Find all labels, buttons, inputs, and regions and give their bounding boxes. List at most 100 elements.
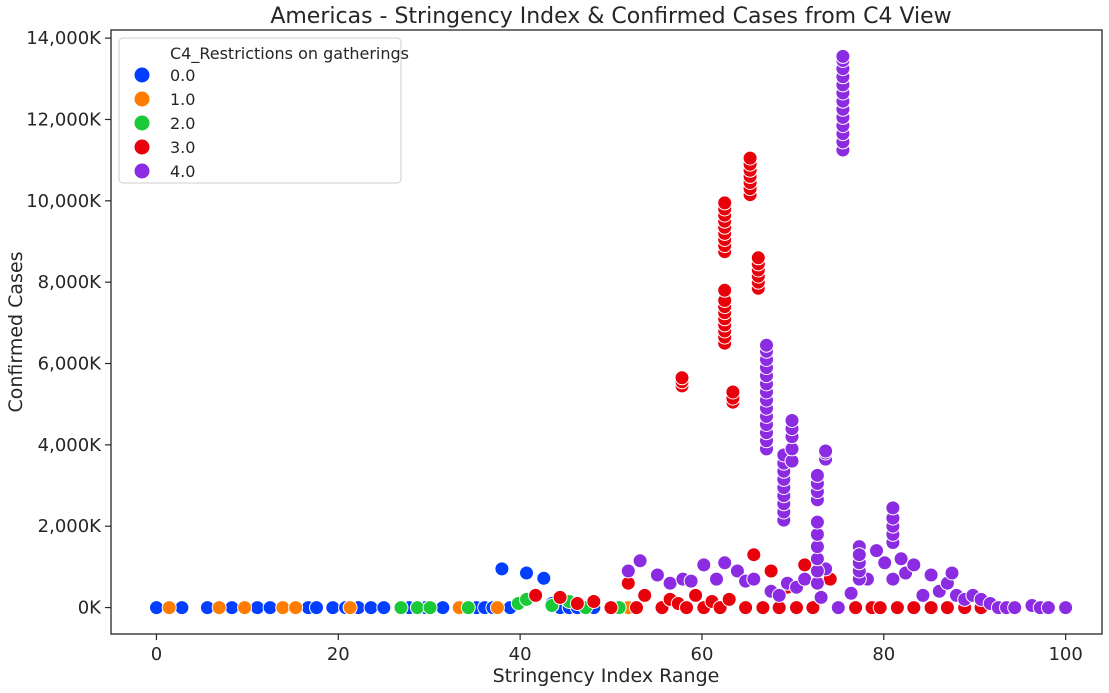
y-tick-label: 2,000K xyxy=(38,516,103,537)
data-point xyxy=(249,600,265,616)
x-tick-label: 100 xyxy=(1048,644,1082,665)
data-point xyxy=(818,443,834,459)
y-tick-label: 4,000K xyxy=(38,435,103,456)
data-point xyxy=(460,600,476,616)
legend-marker xyxy=(133,90,151,108)
data-point xyxy=(717,282,733,298)
legend-marker xyxy=(133,162,151,180)
data-point xyxy=(174,600,190,616)
data-point xyxy=(885,500,901,516)
data-point xyxy=(835,48,851,64)
data-point xyxy=(877,555,893,571)
data-point xyxy=(830,600,846,616)
data-point xyxy=(376,600,392,616)
data-point xyxy=(422,600,438,616)
data-point xyxy=(889,600,905,616)
data-point xyxy=(275,600,291,616)
data-point xyxy=(662,575,678,591)
data-point xyxy=(923,567,939,583)
data-point xyxy=(489,600,505,616)
data-point xyxy=(409,600,425,616)
data-point xyxy=(725,384,741,400)
data-point xyxy=(519,565,534,581)
legend-marker xyxy=(133,66,151,84)
data-point xyxy=(721,591,737,607)
plot-area xyxy=(110,29,1103,635)
x-tick-label: 80 xyxy=(872,644,895,665)
data-point xyxy=(717,555,733,571)
x-tick-label: 0 xyxy=(151,644,162,665)
data-point xyxy=(939,600,955,616)
data-point xyxy=(805,600,821,616)
data-point xyxy=(759,337,774,353)
data-point xyxy=(363,600,379,616)
data-point xyxy=(536,570,552,586)
y-tick-label: 0K xyxy=(78,598,102,619)
data-point xyxy=(750,250,766,266)
data-point xyxy=(746,571,762,587)
data-point xyxy=(629,600,644,616)
data-point xyxy=(923,600,939,616)
data-point xyxy=(688,587,704,603)
data-point xyxy=(637,587,653,603)
data-point xyxy=(755,600,771,616)
data-point xyxy=(262,600,278,616)
data-point xyxy=(224,600,240,616)
data-point xyxy=(342,600,358,616)
x-axis-label: Stringency Index Range xyxy=(493,665,720,687)
data-point xyxy=(851,547,867,563)
data-point xyxy=(893,551,909,567)
data-point xyxy=(211,600,227,616)
data-point xyxy=(552,589,568,605)
data-point xyxy=(746,547,762,563)
data-point xyxy=(569,596,585,611)
legend-box xyxy=(118,37,402,184)
data-point xyxy=(237,600,253,616)
chart-title: Americas - Stringency Index & Confirmed … xyxy=(270,4,951,29)
data-point xyxy=(809,467,825,483)
data-point xyxy=(717,195,733,211)
x-tick-label: 20 xyxy=(327,644,350,665)
data-point xyxy=(435,600,451,616)
legend: C4_Restrictions on gatherings 0.0 1.0 2.0 3… xyxy=(118,37,409,184)
legend-entry-label: 3.0 xyxy=(170,138,195,157)
legend-title: C4_Restrictions on gatherings xyxy=(170,44,409,64)
legend-entry-label: 4.0 xyxy=(170,162,195,181)
data-point xyxy=(603,600,619,616)
data-point xyxy=(696,557,712,573)
data-point xyxy=(1007,600,1023,616)
data-point xyxy=(906,557,922,573)
data-point xyxy=(309,600,324,616)
data-point xyxy=(683,573,699,589)
data-point xyxy=(797,557,813,573)
data-point xyxy=(843,585,859,601)
y-tick-label: 14,000K xyxy=(26,28,102,49)
y-tick-label: 12,000K xyxy=(26,109,102,130)
data-point xyxy=(771,587,787,603)
legend-entry-label: 0.0 xyxy=(170,66,195,85)
data-point xyxy=(288,600,304,616)
data-point xyxy=(325,600,341,616)
y-tick-label: 6,000K xyxy=(38,354,103,375)
x-axis: 0 20 40 60 80 100 xyxy=(151,634,1083,665)
data-point xyxy=(915,587,931,603)
data-point xyxy=(797,571,813,587)
x-tick-label: 40 xyxy=(509,644,532,665)
data-point xyxy=(813,589,829,605)
data-point xyxy=(738,600,754,616)
data-point xyxy=(586,594,602,609)
y-tick-label: 10,000K xyxy=(26,191,102,212)
data-point xyxy=(679,600,694,616)
data-point xyxy=(742,150,758,166)
data-point xyxy=(528,587,544,603)
data-point xyxy=(393,600,409,616)
legend-marker xyxy=(133,138,151,156)
data-point xyxy=(906,600,922,616)
legend-entry-label: 2.0 xyxy=(170,114,195,133)
data-point xyxy=(872,600,888,616)
legend-entries: 0.0 1.0 2.0 3.0 4.0 xyxy=(133,66,195,181)
data-point xyxy=(763,563,779,579)
data-point xyxy=(784,413,800,428)
legend-entry-label: 1.0 xyxy=(170,90,195,109)
